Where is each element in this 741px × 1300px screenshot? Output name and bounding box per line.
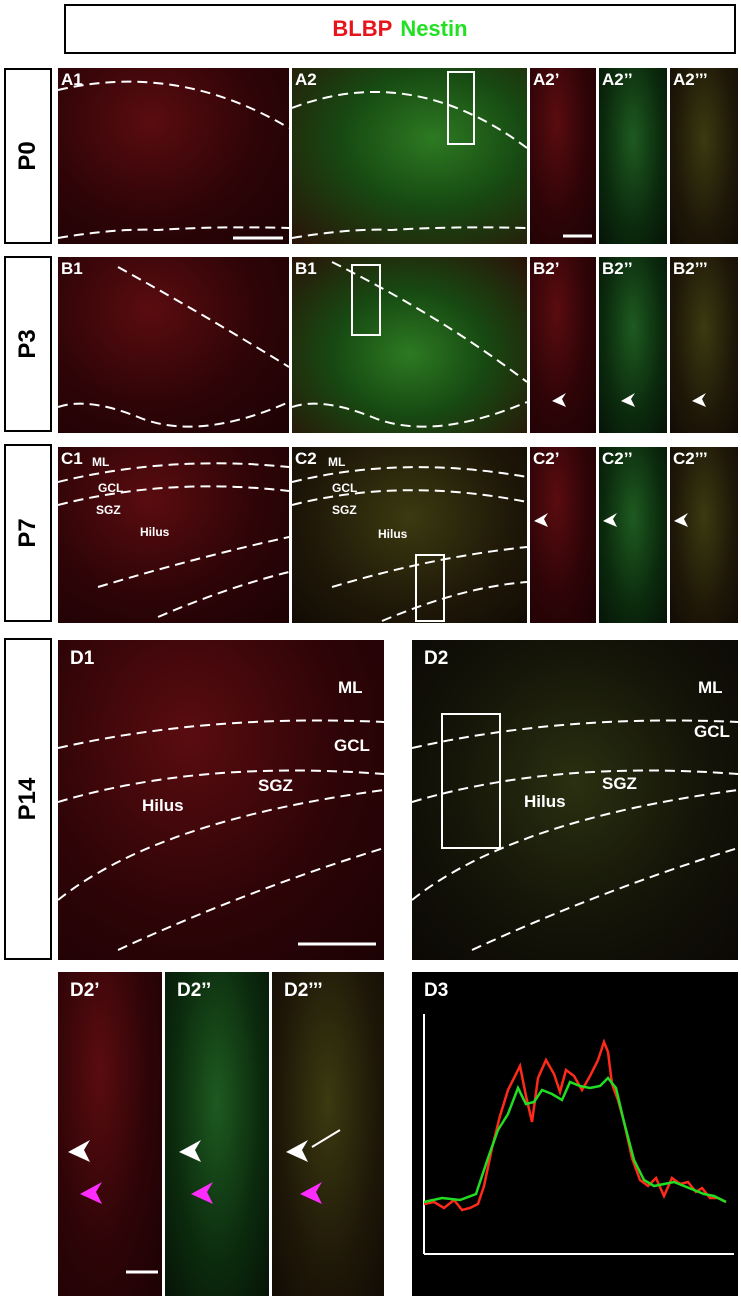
d3-red-trace xyxy=(423,1038,727,1212)
region-gcl-c2: GCL xyxy=(332,481,358,495)
label-d2: D2 xyxy=(424,648,449,669)
region-sgz: SGZ xyxy=(96,503,121,517)
region-hilus-d1: Hilus xyxy=(142,796,184,815)
label-a2-triple-prime: A2’’’ xyxy=(673,70,708,89)
panel-a2-double-prime: A2’’ xyxy=(599,68,667,244)
label-b1-merge: B1 xyxy=(295,259,317,278)
legend-nestin: Nestin xyxy=(400,16,468,41)
row-label-p7: P7 xyxy=(4,444,52,622)
label-a2-prime: A2’ xyxy=(533,70,560,89)
panel-b2-double-prime: B2’’ xyxy=(599,257,667,433)
panel-c2-triple-prime: C2’’’ xyxy=(670,447,738,623)
label-c2-triple-prime: C2’’’ xyxy=(673,449,708,468)
label-b1: B1 xyxy=(61,259,83,278)
region-hilus-d2: Hilus xyxy=(524,792,566,811)
row-label-p14: P14 xyxy=(4,638,52,960)
panel-a1: A1 xyxy=(58,68,289,244)
panel-d1: D1 ML GCL SGZ Hilus xyxy=(58,640,384,960)
panel-a2: A2 xyxy=(292,68,527,244)
row-label-p3: P3 xyxy=(4,256,52,432)
panel-c2-prime: C2’ xyxy=(530,447,596,623)
legend-blbp: BLBP xyxy=(332,16,393,41)
region-gcl-d2: GCL xyxy=(694,722,730,741)
region-ml: ML xyxy=(92,455,110,469)
label-d2-triple-prime: D2’’’ xyxy=(284,980,323,1001)
label-b2-prime: B2’ xyxy=(533,259,560,278)
color-legend: BLBP Nestin xyxy=(64,4,736,54)
region-ml-d1: ML xyxy=(338,678,363,697)
d3-green-trace xyxy=(423,1076,727,1204)
region-gcl: GCL xyxy=(98,481,124,495)
panel-b1-merge: B1 xyxy=(292,257,527,433)
panel-b1: B1 xyxy=(58,257,289,433)
region-hilus: Hilus xyxy=(140,525,170,539)
label-c2-prime: C2’ xyxy=(533,449,560,468)
row-label-p0: P0 xyxy=(4,68,52,244)
panel-c2-double-prime: C2’’ xyxy=(599,447,667,623)
panel-d2-triple-prime: D2’’’ xyxy=(272,972,384,1296)
region-ml-c2: ML xyxy=(328,455,346,469)
panel-c1: C1 ML GCL SGZ Hilus xyxy=(58,447,289,623)
panel-b2-triple-prime: B2’’’ xyxy=(670,257,738,433)
region-hilus-c2: Hilus xyxy=(378,527,408,541)
panel-c2: C2 ML GCL SGZ Hilus xyxy=(292,447,527,623)
panel-b2-prime: B2’ xyxy=(530,257,596,433)
label-a2: A2 xyxy=(295,70,317,89)
panel-a2-prime: A2’ xyxy=(530,68,596,244)
panel-d3: D3 xyxy=(412,972,738,1296)
region-sgz-d1: SGZ xyxy=(258,776,293,795)
label-d1: D1 xyxy=(70,648,95,669)
panel-d2-prime: D2’ xyxy=(58,972,162,1296)
label-d2-double-prime: D2’’ xyxy=(177,980,212,1001)
region-ml-d2: ML xyxy=(698,678,723,697)
label-d2-prime: D2’ xyxy=(70,980,100,1001)
label-b2-double-prime: B2’’ xyxy=(602,259,633,278)
label-a1: A1 xyxy=(61,70,83,89)
region-sgz-c2: SGZ xyxy=(332,503,357,517)
label-c2-double-prime: C2’’ xyxy=(602,449,633,468)
label-d3: D3 xyxy=(424,980,449,1001)
label-a2-double-prime: A2’’ xyxy=(602,70,633,89)
panel-d2-double-prime: D2’’ xyxy=(165,972,269,1296)
label-b2-triple-prime: B2’’’ xyxy=(673,259,708,278)
panel-d2: D2 ML GCL SGZ Hilus xyxy=(412,640,738,960)
region-gcl-d1: GCL xyxy=(334,736,370,755)
panel-a2-triple-prime: A2’’’ xyxy=(670,68,738,244)
label-c2: C2 xyxy=(295,449,317,468)
region-sgz-d2: SGZ xyxy=(602,774,637,793)
label-c1: C1 xyxy=(61,449,83,468)
